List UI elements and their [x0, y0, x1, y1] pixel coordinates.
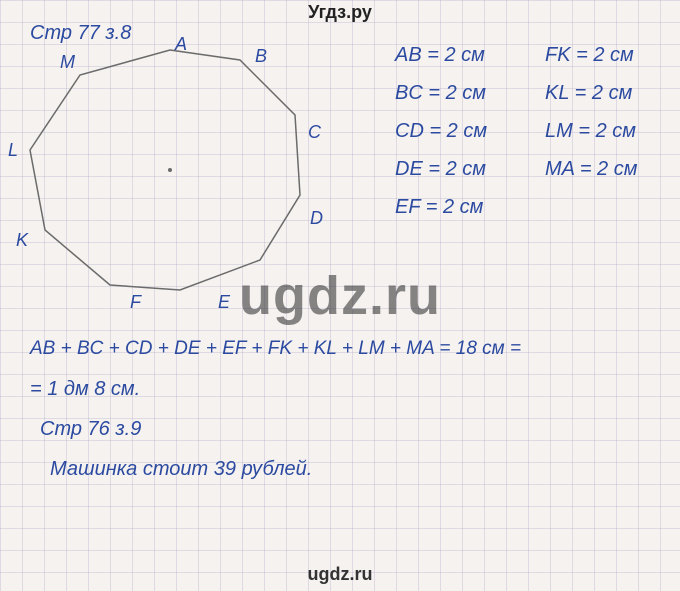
vertex-label-e: E	[218, 292, 230, 313]
problem-answer: Машинка стоит 39 рублей.	[50, 458, 312, 481]
perimeter-sum-line1: AB + BC + CD + DE + EF + FK + KL + LM + …	[30, 338, 521, 360]
vertex-label-c: C	[308, 122, 321, 143]
perimeter-sum-line2: = 1 дм 8 см.	[30, 378, 140, 401]
measure-ma: MA = 2 см	[545, 158, 637, 181]
vertex-label-f: F	[130, 292, 141, 313]
vertex-label-m: M	[60, 52, 75, 73]
page-reference-2: Стр 76 з.9	[40, 418, 141, 441]
site-footer: ugdz.ru	[0, 564, 680, 585]
measure-ab: AB = 2 см	[395, 44, 485, 67]
measure-fk: FK = 2 см	[545, 44, 634, 67]
measure-cd: CD = 2 см	[395, 120, 487, 143]
vertex-label-a: A	[175, 34, 187, 55]
page-reference-1: Стр 77 з.8	[30, 22, 131, 45]
measure-lm: LM = 2 см	[545, 120, 636, 143]
watermark-text: ugdz.ru	[239, 265, 441, 327]
measure-ef: EF = 2 см	[395, 196, 483, 219]
measure-de: DE = 2 см	[395, 158, 486, 181]
vertex-label-b: B	[255, 46, 267, 67]
vertex-label-d: D	[310, 208, 323, 229]
measure-bc: BC = 2 см	[395, 82, 486, 105]
vertex-label-k: K	[16, 230, 28, 251]
site-header: Угдз.ру	[0, 2, 680, 23]
measure-kl: KL = 2 см	[545, 82, 632, 105]
vertex-label-l: L	[8, 140, 18, 161]
